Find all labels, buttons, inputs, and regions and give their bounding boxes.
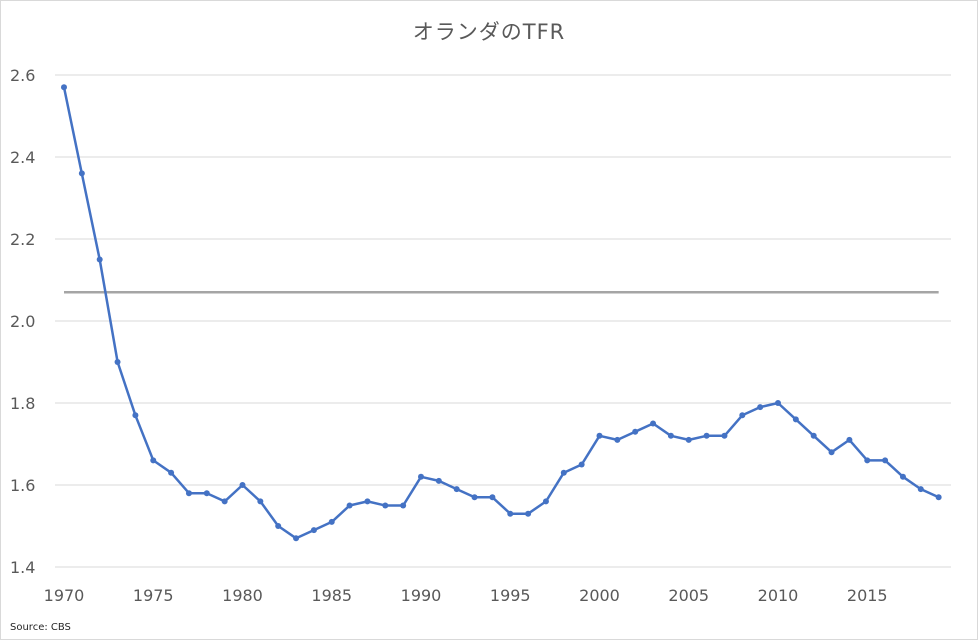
x-tick-label: 2015 xyxy=(847,586,888,605)
data-point-marker xyxy=(489,494,496,501)
data-point-marker xyxy=(525,510,532,517)
tfr-series-line xyxy=(61,84,942,542)
data-point-marker xyxy=(293,535,300,542)
data-point-marker xyxy=(846,436,853,443)
data-point-marker xyxy=(132,412,139,419)
data-point-marker xyxy=(739,412,746,419)
data-point-marker xyxy=(435,477,442,484)
data-point-marker xyxy=(632,428,639,435)
data-point-marker xyxy=(310,527,317,534)
data-point-marker xyxy=(507,510,514,517)
data-point-marker xyxy=(185,490,192,497)
y-tick-label: 2.6 xyxy=(10,66,35,85)
data-point-marker xyxy=(346,502,353,509)
data-point-marker xyxy=(899,473,906,480)
data-point-marker xyxy=(614,436,621,443)
data-point-marker xyxy=(257,498,264,505)
data-point-marker xyxy=(168,469,175,476)
data-point-marker xyxy=(828,449,835,456)
y-tick-label: 2.2 xyxy=(10,230,35,249)
data-point-marker xyxy=(542,498,549,505)
data-point-marker xyxy=(96,256,103,263)
data-point-marker xyxy=(275,523,282,529)
data-point-marker xyxy=(453,486,460,493)
y-tick-label: 2.0 xyxy=(10,312,35,331)
data-point-marker xyxy=(650,420,657,427)
data-point-marker xyxy=(150,457,157,464)
data-point-marker xyxy=(471,494,478,501)
y-tick-label: 2.4 xyxy=(10,148,35,167)
y-tick-label: 1.4 xyxy=(10,558,35,577)
source-note: Source: CBS xyxy=(10,622,71,633)
y-tick-label: 1.8 xyxy=(10,394,35,413)
data-point-marker xyxy=(917,486,924,493)
data-point-marker xyxy=(757,404,764,411)
data-point-marker xyxy=(560,469,567,476)
x-tick-label: 1985 xyxy=(311,586,352,605)
data-point-marker xyxy=(418,473,424,480)
data-point-marker xyxy=(935,494,942,501)
data-point-marker xyxy=(721,432,728,439)
data-point-marker xyxy=(864,457,871,464)
data-point-marker xyxy=(685,436,692,443)
data-point-marker xyxy=(382,502,389,509)
data-point-marker xyxy=(775,400,781,406)
data-point-marker xyxy=(703,432,710,439)
x-tick-label: 1990 xyxy=(401,586,442,605)
x-tick-label: 1995 xyxy=(490,586,531,605)
x-tick-label: 2010 xyxy=(758,586,799,605)
data-point-marker xyxy=(221,498,228,505)
y-tick-label: 1.6 xyxy=(10,476,35,495)
data-point-marker xyxy=(882,457,889,464)
chart-title: オランダのTFR xyxy=(412,20,566,44)
data-point-marker xyxy=(78,170,85,177)
data-point-marker xyxy=(792,416,799,423)
data-point-marker xyxy=(596,432,603,439)
data-point-marker xyxy=(810,432,817,439)
data-point-marker xyxy=(114,359,121,365)
data-point-marker xyxy=(203,490,210,497)
x-axis-labels: 1970 1975 1980 1985 1990 1995 2000 2005 2010 2015 xyxy=(44,586,888,605)
data-point-marker xyxy=(364,498,371,505)
data-point-marker xyxy=(328,518,335,525)
x-tick-label: 1975 xyxy=(133,586,174,605)
data-point-marker xyxy=(61,84,67,91)
data-point-marker xyxy=(667,432,674,439)
data-point-marker xyxy=(578,461,585,468)
y-axis-labels: 1.4 1.6 1.8 2.0 2.2 2.4 2.6 xyxy=(10,66,35,577)
data-point-marker xyxy=(400,502,407,509)
x-tick-label: 2000 xyxy=(579,586,620,605)
x-tick-label: 1970 xyxy=(44,586,85,605)
series-line xyxy=(62,87,940,540)
x-tick-label: 2005 xyxy=(668,586,709,605)
x-tick-label: 1980 xyxy=(222,586,263,605)
gridlines xyxy=(55,74,951,568)
data-point-marker xyxy=(239,482,246,488)
